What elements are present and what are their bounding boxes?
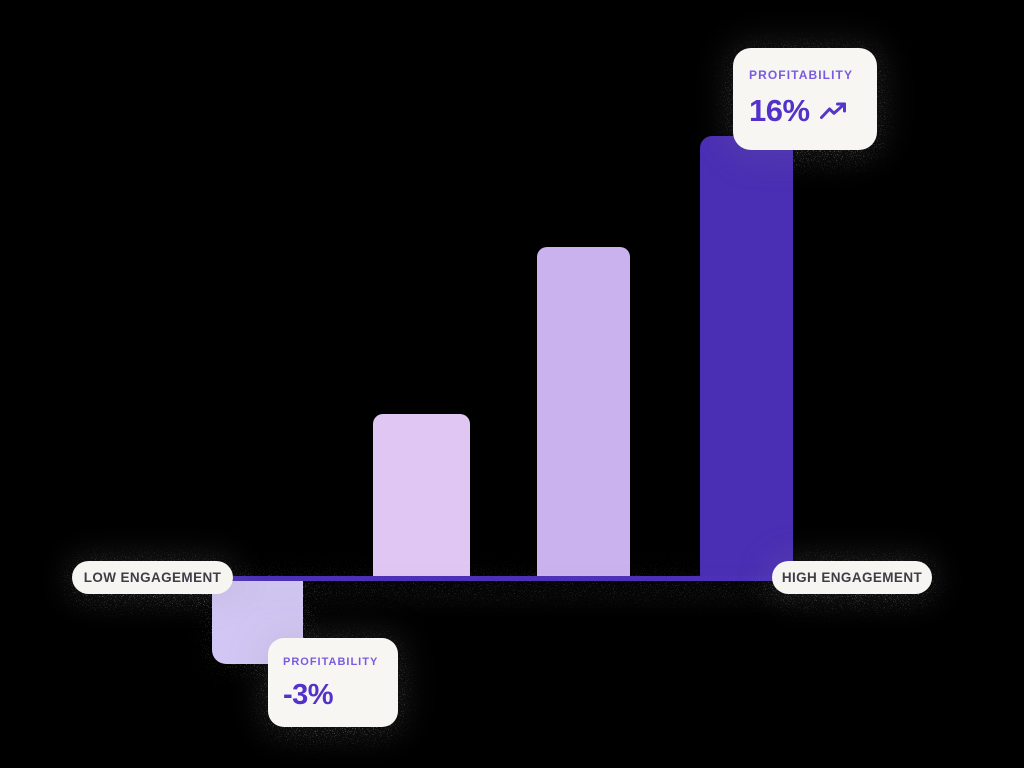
- profitability-card-low: PROFITABILITY -3%: [268, 638, 398, 727]
- profitability-value: -3%: [283, 679, 334, 711]
- profitability-value-row: 16%: [749, 95, 861, 126]
- profitability-card-high: PROFITABILITY 16%: [733, 48, 877, 150]
- profitability-label: PROFITABILITY: [749, 68, 854, 82]
- profitability-label: PROFITABILITY: [283, 656, 379, 668]
- low-engagement-label: LOW ENGAGEMENT: [72, 561, 233, 594]
- trend-up-icon: [819, 102, 846, 119]
- x-axis-line: [233, 576, 800, 581]
- profitability-value: 16%: [749, 93, 810, 128]
- high-engagement-label: HIGH ENGAGEMENT: [772, 561, 932, 594]
- bar-medium-low-engagement: [373, 414, 470, 581]
- profitability-value-row: -3%: [283, 681, 383, 710]
- bar-medium-high-engagement: [537, 247, 630, 581]
- bar-high-engagement: [700, 136, 793, 581]
